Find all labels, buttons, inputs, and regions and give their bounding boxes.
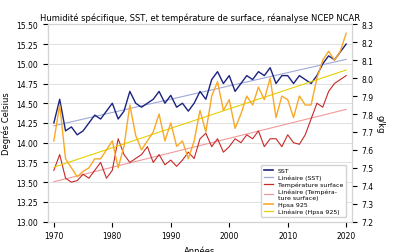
- X-axis label: Années: Années: [184, 246, 216, 252]
- Legend: SST, Linéaire (SST), Température surface, Linéaire (Tempéra-
ture surface), Hpsa: SST, Linéaire (SST), Température surface…: [261, 166, 346, 217]
- Y-axis label: Degrés Celsius: Degrés Celsius: [2, 92, 11, 155]
- Y-axis label: g/kg: g/kg: [376, 114, 385, 133]
- Title: Humidité spécifique, SST, et température de surface, réanalyse NCEP NCAR: Humidité spécifique, SST, et température…: [40, 14, 360, 23]
